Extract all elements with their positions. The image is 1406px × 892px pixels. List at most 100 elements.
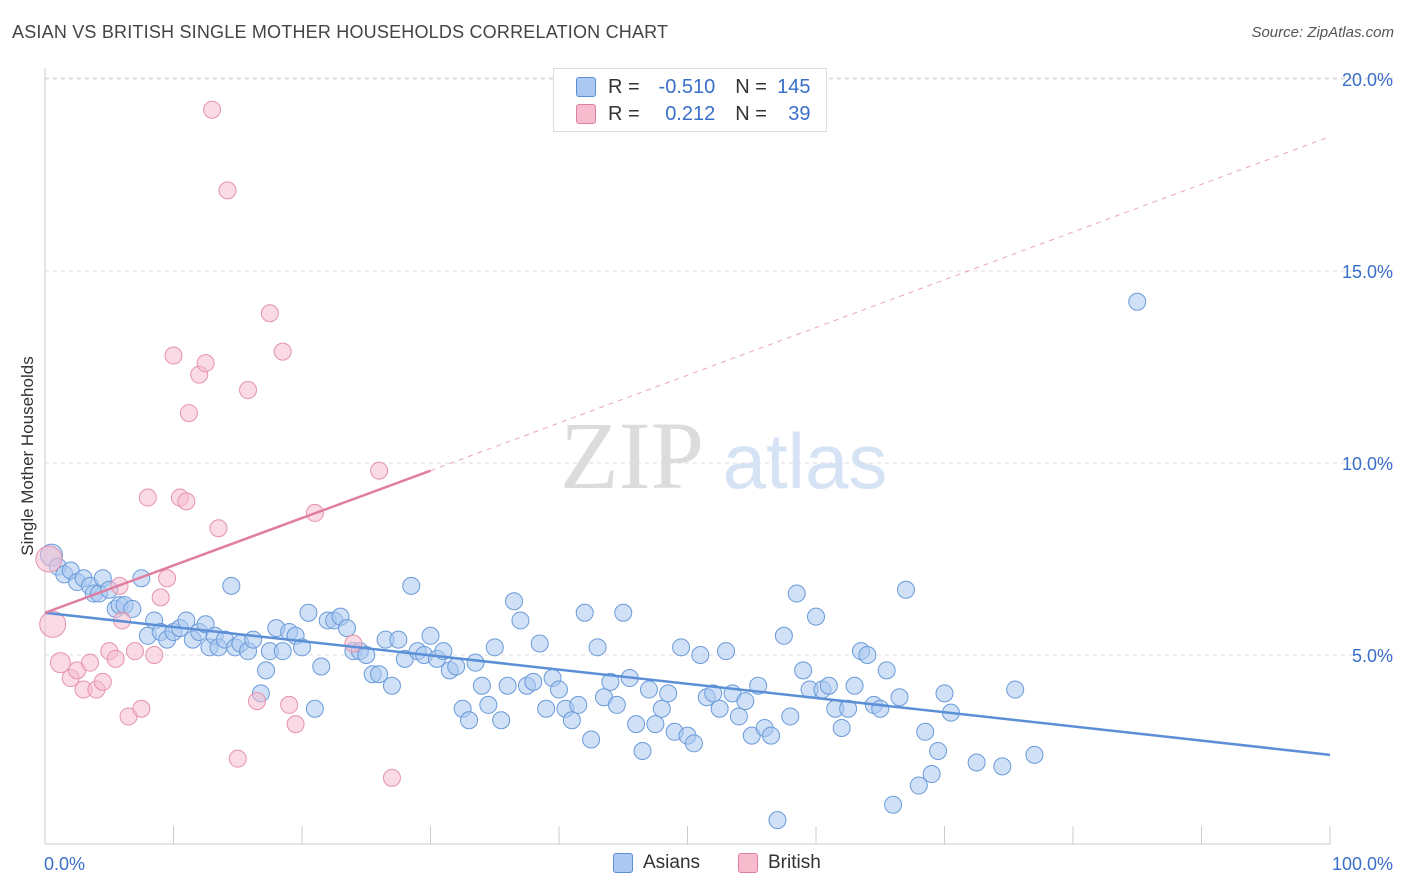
point-asians-75 (505, 592, 524, 611)
point-asians-54 (370, 665, 389, 684)
point-asians-44 (305, 699, 324, 718)
point-asians-66 (447, 657, 466, 676)
bottom-legend-label-asians: Asians (643, 852, 701, 873)
y-tick-label-0: 5.0% (1352, 646, 1393, 666)
point-asians-134 (884, 795, 903, 814)
point-british-27 (209, 519, 228, 538)
point-asians-132 (871, 699, 890, 718)
point-british-28 (218, 181, 237, 200)
legend-swatch-asians (576, 77, 596, 97)
point-asians-59 (402, 576, 421, 595)
point-asians-140 (929, 742, 948, 760)
point-asians-36 (257, 661, 276, 680)
bottom-legend-british: British (738, 852, 821, 874)
point-asians-126 (832, 718, 851, 737)
trend-line-asians (44, 611, 1331, 757)
point-asians-147 (1128, 292, 1147, 311)
point-asians-128 (845, 676, 864, 695)
point-asians-39 (273, 642, 292, 661)
point-asians-108 (717, 642, 736, 661)
point-british-19 (158, 569, 177, 588)
point-asians-62 (421, 626, 440, 645)
watermark-atlas: atlas (723, 417, 888, 505)
point-asians-43 (299, 603, 318, 622)
point-british-32 (260, 304, 279, 323)
point-asians-117 (774, 626, 793, 645)
point-asians-34 (244, 630, 263, 649)
point-british-29 (228, 749, 247, 768)
point-asians-92 (614, 603, 633, 622)
trend-lines (44, 136, 1331, 757)
legend-n-value-asians: 145 (777, 75, 811, 98)
watermark-zip: ZIP (560, 402, 704, 509)
point-british-23 (179, 404, 198, 423)
point-british-1 (39, 610, 67, 638)
point-asians-91 (607, 695, 626, 714)
point-asians-68 (460, 711, 479, 730)
point-asians-136 (896, 580, 915, 599)
point-asians-84 (562, 711, 581, 730)
point-asians-135 (890, 688, 909, 707)
tick-labels: 5.0% 10.0% 15.0% 20.0% 0.0% 100.0% (44, 70, 1393, 874)
point-asians-74 (498, 676, 517, 695)
point-asians-79 (530, 634, 549, 653)
point-asians-104 (691, 646, 710, 664)
legend-row-british: R = 0.212 N = 39 (576, 102, 811, 126)
point-british-6 (80, 653, 99, 672)
point-asians-137 (909, 776, 928, 795)
legend-r-value-british: 0.212 (665, 102, 716, 125)
legend: R = -0.510 N = 145 R = 0.212 N = 39 (553, 68, 827, 132)
point-asians-90 (601, 672, 620, 691)
point-british-10 (106, 649, 125, 668)
point-asians-72 (485, 638, 504, 657)
point-asians-14 (123, 599, 142, 618)
point-british-22 (177, 492, 196, 511)
point-asians-122 (807, 607, 825, 626)
chart-title: ASIAN VS BRITISH SINGLE MOTHER HOUSEHOLD… (12, 22, 669, 42)
bottom-legend-swatch-asians (613, 853, 633, 873)
axes (44, 68, 1331, 845)
legend-swatch-british (576, 104, 596, 124)
point-asians-130 (858, 646, 877, 664)
y-tick-label-3: 20.0% (1342, 70, 1393, 90)
point-asians-107 (710, 699, 729, 718)
point-british-33 (273, 342, 292, 361)
point-asians-111 (736, 692, 755, 711)
point-british-39 (382, 768, 401, 787)
point-british-25 (196, 354, 215, 373)
point-asians-52 (357, 646, 376, 664)
point-asians-82 (550, 680, 568, 699)
point-british-35 (286, 715, 305, 734)
y-tick-label-1: 10.0% (1342, 454, 1393, 474)
legend-n-label: N = (735, 75, 767, 98)
point-british-2 (49, 652, 71, 674)
bottom-legend-asians: Asians (613, 852, 700, 874)
bottom-legend-swatch-british (738, 853, 758, 873)
point-asians-57 (389, 630, 408, 649)
point-asians-85 (569, 695, 588, 714)
legend-r-label: R = (608, 75, 640, 98)
point-asians-120 (794, 661, 813, 680)
point-asians-94 (627, 715, 646, 734)
point-asians-73 (492, 711, 511, 730)
point-asians-115 (762, 726, 781, 745)
point-asians-30 (222, 576, 241, 595)
legend-r-label: R = (608, 102, 640, 125)
point-asians-139 (922, 765, 941, 784)
y-tick-label-2: 15.0% (1342, 262, 1393, 282)
point-asians-127 (839, 699, 858, 718)
gridlines (45, 77, 1395, 656)
point-asians-69 (466, 653, 485, 672)
watermark: ZIP atlas (560, 402, 887, 509)
point-asians-145 (1006, 680, 1025, 699)
point-british-18 (151, 588, 170, 607)
x-tick-label-1: 100.0% (1332, 854, 1393, 874)
point-british-16 (138, 488, 157, 507)
point-asians-141 (935, 684, 954, 703)
point-asians-88 (588, 638, 607, 657)
point-asians-116 (768, 811, 787, 830)
point-asians-87 (582, 730, 601, 749)
point-asians-76 (511, 611, 530, 630)
point-asians-119 (787, 584, 806, 603)
point-asians-144 (993, 757, 1012, 776)
